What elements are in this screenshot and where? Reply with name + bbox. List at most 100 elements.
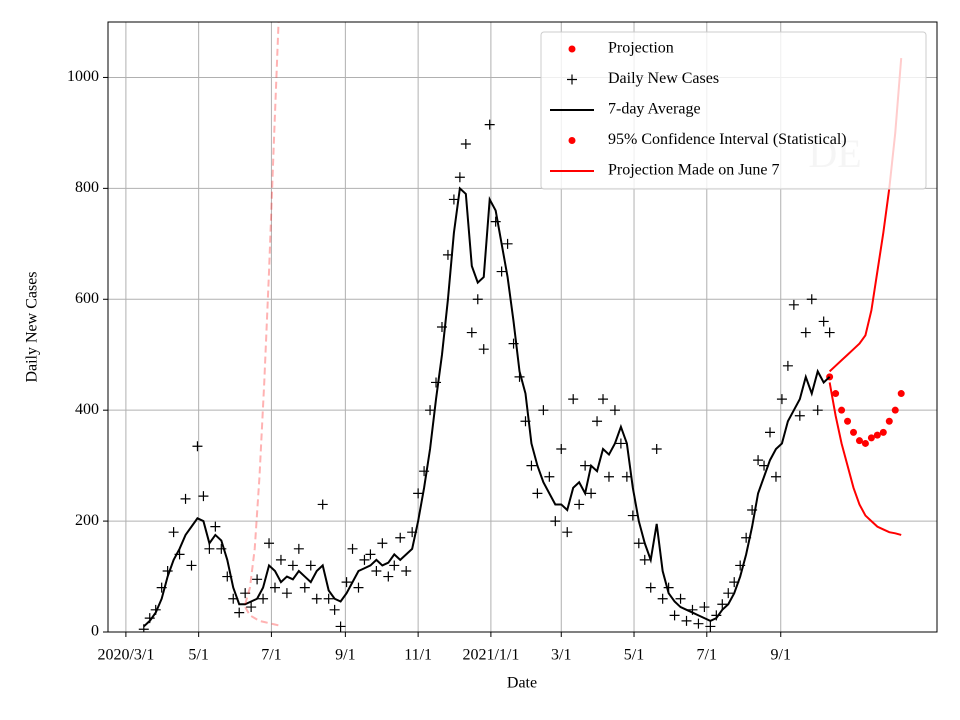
projection-dot [844,417,852,425]
x-tick-label: 11/1 [404,647,432,664]
case-marker [532,488,543,499]
y-tick-label: 0 [91,623,99,640]
case-marker [824,327,835,338]
case-marker [431,377,442,388]
case-marker [562,527,573,538]
projection-dot [867,434,875,442]
case-marker [335,621,346,632]
projection-dot [885,417,893,425]
case-marker [770,471,781,482]
case-marker [287,560,298,571]
average-line [143,186,831,628]
projection-dot [897,390,905,398]
y-tick-label: 200 [75,512,99,529]
case-marker [502,238,513,249]
case-marker [317,499,328,510]
case-marker [806,294,817,305]
x-tick-label: 2021/1/1 [462,647,519,664]
legend-label: Projection [608,40,674,57]
case-marker [460,139,471,149]
y-tick-label: 1000 [67,68,99,85]
case-marker [812,405,823,416]
case-marker [538,405,549,416]
case-marker [311,593,322,604]
case-marker [383,571,394,582]
y-tick-label: 600 [75,290,99,307]
case-marker [574,499,585,510]
case-marker [717,599,728,610]
old-upper-line [244,22,280,605]
legend-label: 95% Confidence Interval (Statistical) [608,131,847,148]
case-marker [621,471,632,482]
case-marker [389,560,400,571]
case-marker [395,532,406,543]
case-marker [592,416,603,427]
case-marker [753,455,764,466]
case-marker [645,582,656,593]
case-marker [353,582,364,593]
case-marker [800,327,811,338]
x-tick-label: 5/1 [188,647,208,664]
legend: Projection Daily New Cases 7-day Average 95… [540,31,927,190]
case-marker [651,444,662,454]
y-tick-label: 800 [75,179,99,196]
case-marker [550,516,561,527]
case-marker [681,615,692,626]
case-marker [794,410,805,421]
case-marker [818,316,829,327]
case-marker [490,216,501,227]
legend-label: Projection Made on June 7 [608,162,780,179]
case-marker [526,460,537,471]
case-marker [675,593,686,604]
old-lower-line [244,606,279,627]
case-marker [371,566,382,576]
case-marker [425,405,436,416]
projection-dot [879,428,887,436]
axes-frame [107,21,938,633]
y-tick-label: 400 [75,401,99,418]
legend-plus [567,74,577,85]
case-marker [580,460,591,471]
legend-dot [568,137,576,144]
ci-lower-line [828,382,902,536]
case-marker [693,618,704,629]
case-marker [240,588,251,599]
case-marker [359,554,370,565]
case-marker [365,549,376,560]
case-marker [246,602,257,613]
case-marker [765,427,776,438]
case-marker [598,394,609,405]
case-marker [586,488,597,499]
case-marker [496,266,507,277]
case-marker [669,610,680,621]
y-axis-label: Daily New Cases [24,271,41,382]
x-tick-label: 9/1 [771,647,791,664]
x-tick-label: 2020/3/1 [97,647,154,664]
case-marker [204,543,215,554]
case-marker [198,491,209,502]
case-marker [347,543,358,554]
projection-dot [832,390,840,398]
case-marker [341,577,352,588]
case-marker [269,582,280,593]
projection-dot [873,431,881,439]
projection-dot [891,406,899,414]
case-marker [472,294,483,305]
x-tick-label: 9/1 [335,647,355,664]
case-marker [448,194,459,205]
projection-dot [850,428,858,436]
case-marker [258,593,269,604]
case-marker [478,344,489,355]
case-marker [323,593,334,604]
case-marker [234,607,245,618]
case-marker [657,593,668,604]
case-marker [544,471,555,482]
case-marker [180,493,191,504]
case-marker [603,471,614,482]
case-marker [377,538,388,549]
case-marker [293,543,304,554]
case-marker [186,560,197,571]
x-tick-label: 5/1 [624,647,644,664]
legend-label: Daily New Cases [608,70,719,87]
